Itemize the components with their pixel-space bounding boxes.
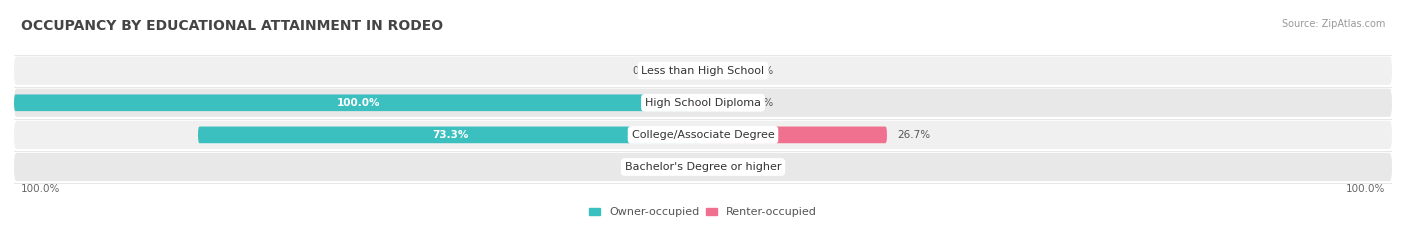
- FancyBboxPatch shape: [14, 153, 1392, 181]
- FancyBboxPatch shape: [703, 94, 738, 111]
- Text: Less than High School: Less than High School: [641, 66, 765, 76]
- Text: High School Diploma: High School Diploma: [645, 98, 761, 108]
- Text: 73.3%: 73.3%: [432, 130, 468, 140]
- Text: 0.0%: 0.0%: [748, 98, 775, 108]
- FancyBboxPatch shape: [703, 62, 738, 79]
- FancyBboxPatch shape: [198, 127, 703, 143]
- Text: 100.0%: 100.0%: [1346, 185, 1385, 195]
- Text: College/Associate Degree: College/Associate Degree: [631, 130, 775, 140]
- FancyBboxPatch shape: [14, 94, 703, 111]
- Legend: Owner-occupied, Renter-occupied: Owner-occupied, Renter-occupied: [589, 207, 817, 217]
- Text: 100.0%: 100.0%: [337, 98, 380, 108]
- FancyBboxPatch shape: [669, 62, 703, 79]
- FancyBboxPatch shape: [669, 159, 703, 175]
- Text: 100.0%: 100.0%: [21, 185, 60, 195]
- Text: 26.7%: 26.7%: [897, 130, 931, 140]
- FancyBboxPatch shape: [703, 159, 738, 175]
- FancyBboxPatch shape: [14, 89, 1392, 117]
- FancyBboxPatch shape: [703, 127, 887, 143]
- Text: Source: ZipAtlas.com: Source: ZipAtlas.com: [1281, 19, 1385, 29]
- Text: OCCUPANCY BY EDUCATIONAL ATTAINMENT IN RODEO: OCCUPANCY BY EDUCATIONAL ATTAINMENT IN R…: [21, 19, 443, 33]
- Text: 0.0%: 0.0%: [748, 66, 775, 76]
- Text: 0.0%: 0.0%: [748, 162, 775, 172]
- FancyBboxPatch shape: [14, 57, 1392, 85]
- Text: Bachelor's Degree or higher: Bachelor's Degree or higher: [624, 162, 782, 172]
- FancyBboxPatch shape: [14, 121, 1392, 149]
- Text: 0.0%: 0.0%: [631, 66, 658, 76]
- Text: 0.0%: 0.0%: [631, 162, 658, 172]
